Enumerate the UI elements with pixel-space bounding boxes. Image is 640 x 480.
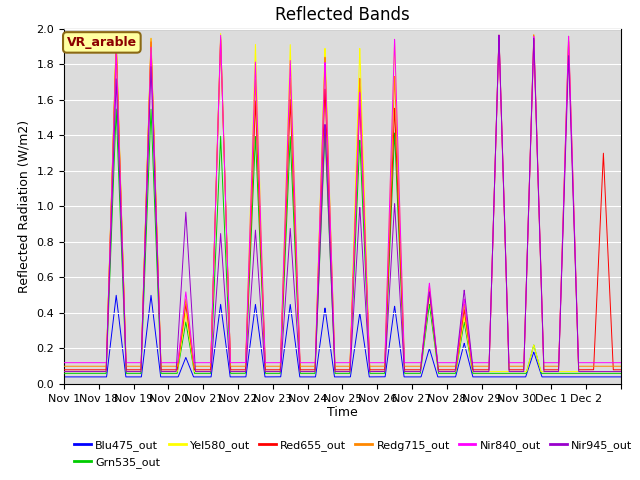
X-axis label: Time: Time <box>327 407 358 420</box>
Title: Reflected Bands: Reflected Bands <box>275 6 410 24</box>
Legend: Blu475_out, Grn535_out, Yel580_out, Red655_out, Redg715_out, Nir840_out, Nir945_: Blu475_out, Grn535_out, Yel580_out, Red6… <box>70 436 637 472</box>
Y-axis label: Reflected Radiation (W/m2): Reflected Radiation (W/m2) <box>18 120 31 293</box>
Text: VR_arable: VR_arable <box>67 36 137 49</box>
